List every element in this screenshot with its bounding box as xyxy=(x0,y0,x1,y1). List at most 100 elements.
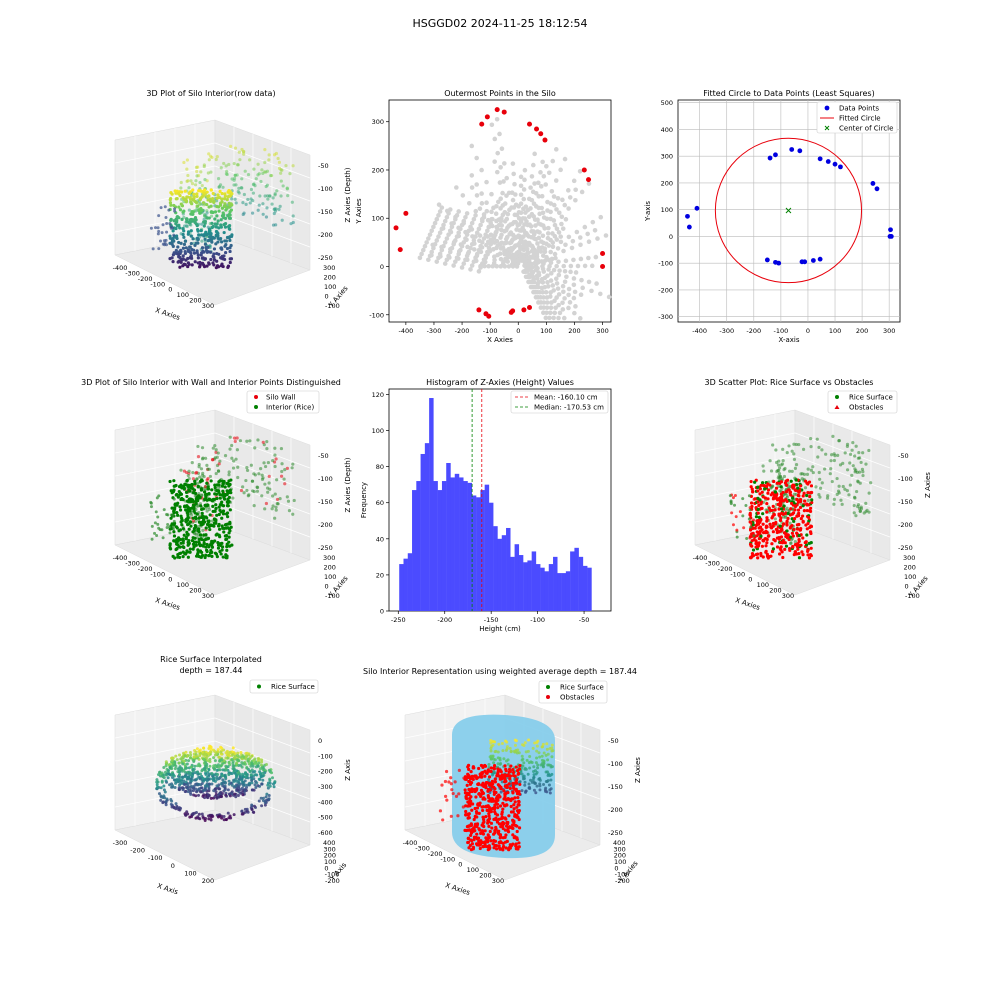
data-point xyxy=(864,462,868,466)
x-tick-label: -400 xyxy=(693,554,708,562)
data-point xyxy=(752,497,756,501)
data-point xyxy=(204,230,208,234)
surface-point xyxy=(155,785,159,789)
x-tick-label: -200 xyxy=(746,327,761,335)
data-point xyxy=(166,513,170,517)
data-point xyxy=(792,492,796,496)
surface-point xyxy=(261,768,265,772)
data-point xyxy=(242,192,246,197)
x-tick-label: 100 xyxy=(829,327,841,335)
obstacle-point xyxy=(481,817,486,822)
histogram-bar xyxy=(587,567,592,611)
grey-point xyxy=(532,151,537,157)
obstacle-point xyxy=(515,809,520,813)
data-point xyxy=(226,497,230,501)
grey-point xyxy=(469,220,475,226)
data-point xyxy=(191,188,195,192)
y-tick-label: -300 xyxy=(658,313,673,321)
chart-title: 3D Plot of Silo Interior with Wall and I… xyxy=(81,378,341,387)
data-point xyxy=(276,156,280,161)
data-point xyxy=(210,554,214,558)
data-point xyxy=(209,498,213,502)
data-point xyxy=(768,459,772,463)
histogram-bar xyxy=(493,526,498,611)
data-point xyxy=(226,515,230,519)
obstacle-point xyxy=(513,800,517,804)
data-point xyxy=(788,469,792,473)
data-point xyxy=(206,198,210,202)
data-point xyxy=(773,152,778,158)
surface-point xyxy=(157,773,161,777)
x-axis-label: X Axies xyxy=(487,336,513,344)
grey-point xyxy=(561,263,567,269)
data-point xyxy=(756,511,760,515)
data-point xyxy=(830,479,834,484)
histogram-bar xyxy=(450,477,455,611)
histogram-bar xyxy=(441,481,447,611)
surface-point xyxy=(208,745,212,749)
obstacle-point xyxy=(512,823,516,827)
grey-point xyxy=(496,222,502,228)
data-point xyxy=(178,265,182,269)
data-point xyxy=(176,495,180,499)
surface-point xyxy=(549,765,553,769)
data-point xyxy=(818,486,823,490)
data-point xyxy=(259,179,263,184)
legend-label: Obstacles xyxy=(849,404,884,412)
y-tick-label: 400 xyxy=(323,839,335,847)
data-point xyxy=(214,266,218,270)
obstacle-point xyxy=(466,813,470,817)
surface-point xyxy=(162,766,166,770)
data-point xyxy=(799,517,803,521)
data-point xyxy=(230,456,234,460)
surface-point xyxy=(187,770,191,774)
data-point xyxy=(769,525,773,529)
data-point xyxy=(182,160,186,165)
data-point xyxy=(809,445,813,449)
data-point xyxy=(758,492,762,496)
obstacle-point xyxy=(490,826,494,830)
data-point xyxy=(786,511,790,516)
grey-point xyxy=(506,264,512,269)
grey-point xyxy=(563,217,569,222)
surface-point xyxy=(498,758,502,762)
data-point xyxy=(843,487,847,491)
data-point xyxy=(257,472,261,476)
panel-histogram: Histogram of Z-Axies (Height) Values-250… xyxy=(360,378,612,633)
data-point xyxy=(214,552,219,556)
data-point xyxy=(832,497,836,501)
grey-point xyxy=(444,236,450,241)
surface-point xyxy=(198,753,202,757)
obstacle-point xyxy=(483,774,487,778)
grey-point xyxy=(484,200,489,206)
obstacle-point xyxy=(480,764,484,768)
data-point xyxy=(221,481,225,486)
data-point xyxy=(202,533,206,537)
data-point xyxy=(203,555,207,560)
data-point xyxy=(216,469,221,473)
data-point xyxy=(191,470,195,475)
obstacle-point xyxy=(474,774,478,778)
surface-point xyxy=(173,786,177,790)
z-axis-label: Z Axies (Depth) xyxy=(344,167,352,222)
surface-point xyxy=(230,792,234,796)
grey-point xyxy=(490,263,495,269)
data-point xyxy=(761,531,766,535)
x-tick-label: 0 xyxy=(168,576,172,584)
data-point xyxy=(203,221,207,225)
data-point xyxy=(187,488,191,492)
data-point xyxy=(189,179,193,183)
obstacle-point xyxy=(466,775,470,779)
surface-point xyxy=(211,814,215,818)
obstacle-point xyxy=(469,831,474,835)
grey-point xyxy=(489,122,495,128)
data-point xyxy=(207,152,211,156)
grey-point xyxy=(478,222,483,228)
data-point xyxy=(820,448,824,452)
data-point xyxy=(805,493,809,498)
surface-point xyxy=(246,810,250,814)
obstacle-point xyxy=(517,817,521,822)
data-point xyxy=(741,514,745,518)
data-point xyxy=(188,195,192,200)
data-point xyxy=(801,504,805,508)
